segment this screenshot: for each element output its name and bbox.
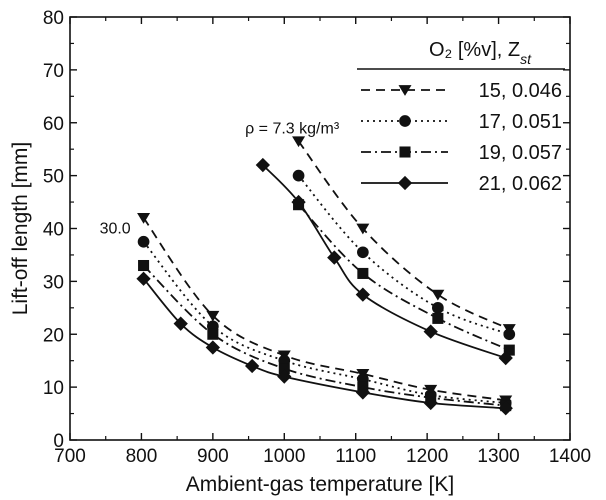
series-3-point (277, 369, 292, 384)
legend-title-subscript: st (520, 51, 532, 67)
x-tick-label: 900 (197, 446, 229, 467)
series-2-point (503, 344, 515, 356)
legend-marker-1 (399, 115, 411, 127)
legend-marker-2 (399, 146, 411, 158)
series-1-point (503, 328, 516, 341)
series-3-point (291, 194, 306, 210)
series-3-point (355, 287, 371, 302)
series-0-point (431, 289, 445, 301)
series-3-point (355, 385, 371, 400)
y-tick-label: 30 (43, 272, 64, 293)
y-tick-label: 50 (43, 167, 64, 188)
axis-ticks: 700 800 900 1000 1100 1200 1300 1400 0 10 20 30 40 50… (43, 8, 591, 467)
series-3-point (136, 271, 151, 286)
series-0-curve (297, 140, 510, 330)
legend-marker-3 (397, 175, 413, 191)
series-markers (136, 136, 516, 416)
series-2-point (278, 363, 290, 375)
series-3-point (205, 340, 221, 355)
y-tick-label: 40 (43, 220, 64, 241)
series-3-point (423, 395, 438, 411)
series-1-point (137, 235, 150, 248)
x-tick-label: 700 (54, 446, 86, 467)
series-0-point (292, 136, 306, 148)
y-axis-title: Lift-off length [mm] (9, 142, 32, 316)
y-tick-label: 10 (43, 378, 64, 399)
legend-label-1: 17, 0.051 (479, 111, 562, 133)
x-tick-label: 1400 (549, 446, 591, 467)
legend-marker-0 (398, 85, 412, 96)
series-1-point (292, 169, 305, 182)
series-3-point (327, 250, 342, 265)
series-1-point (357, 246, 369, 259)
series-3-point (173, 316, 188, 331)
x-tick-label: 1200 (406, 446, 448, 467)
series-2-point (207, 328, 219, 340)
y-tick-label: 80 (43, 8, 64, 29)
legend-label-2: 19, 0.057 (479, 142, 562, 164)
series-2-point (357, 267, 369, 279)
series-0-point (356, 223, 370, 235)
series-2-curve (142, 264, 506, 407)
series-0-point (206, 310, 220, 322)
y-tick-label: 70 (43, 61, 64, 82)
series-3-point (255, 157, 271, 173)
series-3-point (423, 324, 438, 339)
y-tick-label: 0 (53, 431, 64, 452)
x-axis-title: Ambient-gas temperature [K] (186, 473, 454, 496)
x-tick-label: 1300 (477, 446, 519, 467)
series-2-point (138, 259, 150, 272)
x-tick-label: 1100 (335, 446, 376, 467)
series-1-curve (297, 175, 510, 336)
series-0-point (137, 213, 151, 224)
y-tick-label: 60 (43, 114, 64, 135)
series-3-point (498, 401, 513, 416)
series-2-point (432, 312, 444, 324)
series-1-point (432, 301, 444, 314)
x-tick-label: 1000 (263, 446, 305, 467)
legend-label-0: 15, 0.046 (479, 80, 562, 102)
series-0-curve (142, 217, 506, 402)
series-3-point (244, 358, 260, 374)
series-2-curve (297, 204, 510, 351)
series-3-point (498, 350, 513, 366)
series-1-curve (142, 241, 506, 404)
annotations: ρ = 7.3 kg/m³ 30.0 (100, 120, 340, 237)
x-tick-label: 800 (126, 446, 158, 467)
legend-label-3: 21, 0.062 (479, 173, 562, 195)
y-tick-label: 20 (43, 325, 64, 346)
density-annotation-high: 30.0 (100, 221, 131, 238)
density-annotation-low: ρ = 7.3 kg/m³ (245, 120, 340, 137)
